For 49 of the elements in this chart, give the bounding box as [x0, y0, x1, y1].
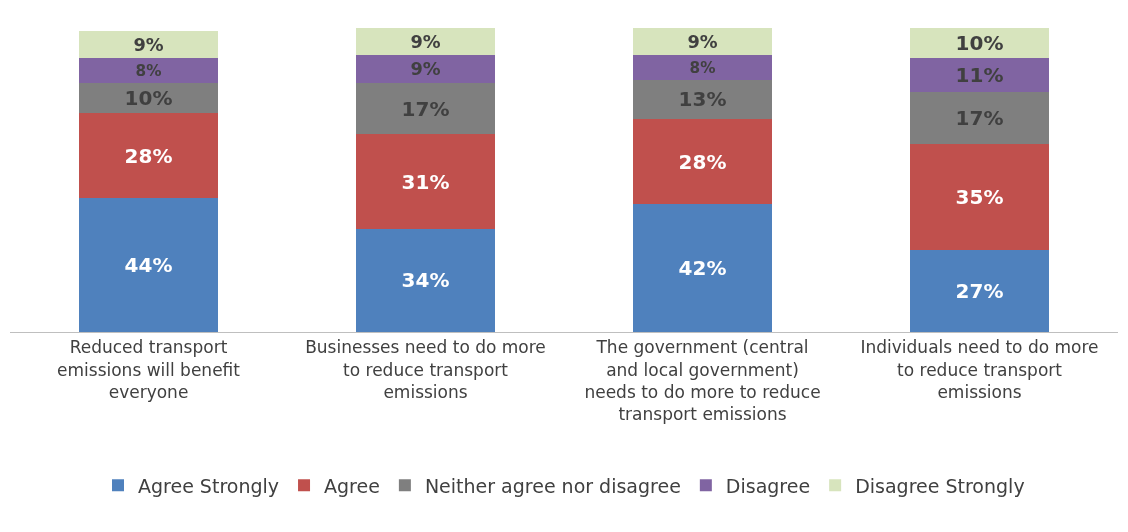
data-label: 31% [401, 169, 450, 194]
legend-label: Agree [324, 474, 380, 497]
data-label: 44% [124, 253, 173, 278]
data-label: 8% [689, 58, 716, 77]
bar [356, 134, 495, 229]
data-label: 28% [678, 149, 727, 174]
bar [910, 28, 1049, 59]
data-label: 17% [955, 105, 1004, 130]
bar [79, 198, 218, 332]
data-label: 34% [401, 268, 450, 293]
bar [910, 143, 1049, 250]
bar [633, 79, 772, 120]
data-label: 9% [410, 58, 441, 80]
data-label: 9% [133, 33, 164, 55]
data-label: 9% [410, 30, 441, 52]
data-label: 9% [687, 30, 718, 52]
bar [633, 119, 772, 205]
data-label: 28% [124, 143, 173, 168]
data-label: 27% [955, 278, 1004, 303]
bar [633, 55, 772, 80]
bar [79, 31, 218, 59]
bar [910, 58, 1049, 92]
data-label: 10% [955, 31, 1004, 56]
bar [633, 28, 772, 56]
bar [356, 55, 495, 83]
x-tick-label: Reduced transport emissions will benefit everyone [57, 337, 241, 402]
data-label: 10% [124, 85, 173, 110]
data-label: 11% [955, 63, 1004, 88]
legend-label: Disagree Strongly [855, 474, 1025, 497]
legend-label: Neither agree nor disagree [424, 474, 681, 497]
bar [356, 28, 495, 56]
bar [79, 113, 218, 199]
bar [356, 228, 495, 332]
data-label: 35% [955, 184, 1004, 209]
bar [79, 82, 218, 114]
x-tick-label: Businesses need to do more to reduce transport emissions [305, 337, 546, 402]
legend-label: Disagree [725, 474, 811, 497]
bar [633, 204, 772, 332]
bar [356, 82, 495, 135]
data-label: 8% [135, 61, 162, 80]
data-label: 42% [678, 256, 727, 281]
x-tick-label: The government (central and local government) needs to do more to reduce transport emissions [584, 337, 821, 424]
data-label: 17% [401, 96, 450, 121]
legend-label: Agree Strongly [138, 474, 280, 497]
bar [79, 58, 218, 83]
data-label: 13% [678, 87, 727, 112]
bar [910, 249, 1049, 332]
bar [910, 91, 1049, 144]
x-tick-label: Individuals need to do more to reduce transport emissions [860, 337, 1099, 402]
